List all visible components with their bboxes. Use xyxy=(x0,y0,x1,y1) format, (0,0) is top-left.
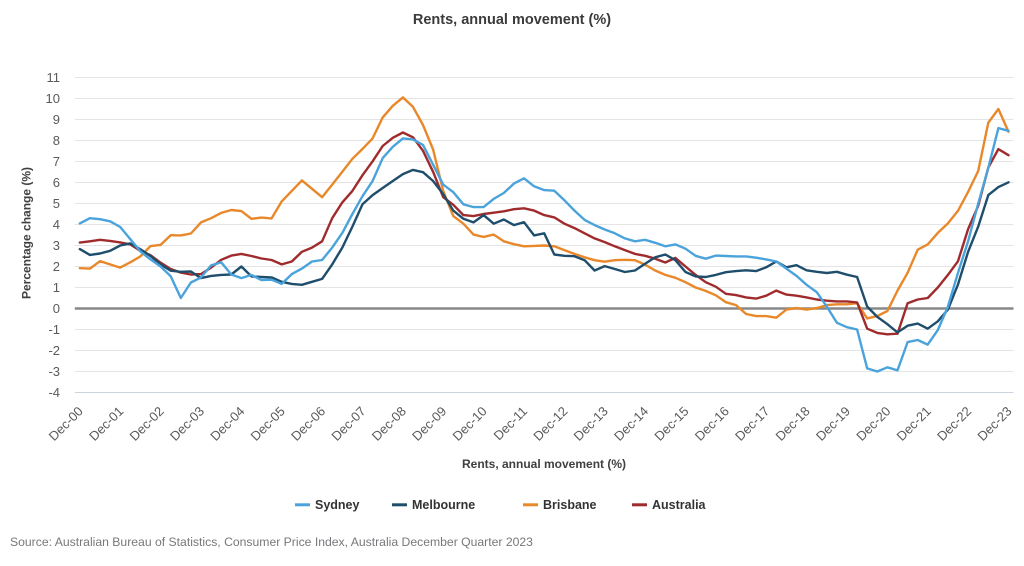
svg-text:-2: -2 xyxy=(48,343,60,358)
svg-text:10: 10 xyxy=(46,91,60,106)
svg-text:Percentage change (%): Percentage change (%) xyxy=(20,167,34,299)
svg-text:9: 9 xyxy=(53,112,60,127)
svg-text:Dec-20: Dec-20 xyxy=(853,404,893,444)
svg-text:2: 2 xyxy=(53,259,60,274)
svg-text:Melbourne: Melbourne xyxy=(412,498,475,512)
svg-text:Dec-18: Dec-18 xyxy=(772,404,812,444)
svg-text:11: 11 xyxy=(47,70,61,85)
svg-text:0: 0 xyxy=(53,301,60,316)
svg-text:-3: -3 xyxy=(48,364,60,379)
svg-text:5: 5 xyxy=(53,196,60,211)
svg-text:Dec-08: Dec-08 xyxy=(369,404,409,444)
svg-text:Rents, annual movement (%): Rents, annual movement (%) xyxy=(462,457,626,471)
svg-text:Dec-06: Dec-06 xyxy=(288,404,328,444)
svg-text:Source: Australian Bureau of S: Source: Australian Bureau of Statistics,… xyxy=(10,535,533,549)
svg-text:Dec-05: Dec-05 xyxy=(248,404,288,444)
svg-text:Dec-19: Dec-19 xyxy=(813,404,853,444)
svg-text:Brisbane: Brisbane xyxy=(543,498,597,512)
svg-text:Dec-12: Dec-12 xyxy=(530,404,570,444)
svg-text:Dec-07: Dec-07 xyxy=(328,404,368,444)
svg-text:Dec-14: Dec-14 xyxy=(611,404,651,444)
svg-text:Rents, annual movement (%): Rents, annual movement (%) xyxy=(413,12,611,28)
svg-text:Dec-17: Dec-17 xyxy=(732,404,772,444)
svg-text:Dec-03: Dec-03 xyxy=(167,404,207,444)
svg-text:Dec-16: Dec-16 xyxy=(692,404,732,444)
svg-text:Dec-04: Dec-04 xyxy=(207,404,247,444)
svg-text:Australia: Australia xyxy=(652,498,707,512)
svg-text:Sydney: Sydney xyxy=(315,498,360,512)
svg-text:Dec-21: Dec-21 xyxy=(894,404,934,444)
svg-text:1: 1 xyxy=(53,280,60,295)
svg-text:Dec-11: Dec-11 xyxy=(491,404,531,444)
svg-text:3: 3 xyxy=(53,238,60,253)
svg-text:7: 7 xyxy=(53,154,60,169)
svg-text:Dec-22: Dec-22 xyxy=(934,404,974,444)
svg-text:Dec-10: Dec-10 xyxy=(449,404,489,444)
svg-text:-4: -4 xyxy=(48,385,60,400)
svg-text:Dec-09: Dec-09 xyxy=(409,404,449,444)
svg-text:6: 6 xyxy=(53,175,60,190)
svg-text:Dec-13: Dec-13 xyxy=(571,404,611,444)
svg-text:-1: -1 xyxy=(48,322,60,337)
svg-text:8: 8 xyxy=(53,133,60,148)
svg-text:Dec-23: Dec-23 xyxy=(974,404,1014,444)
svg-text:Dec-02: Dec-02 xyxy=(126,404,166,444)
svg-text:Dec-01: Dec-01 xyxy=(86,404,126,444)
svg-text:Dec-15: Dec-15 xyxy=(651,404,691,444)
svg-text:Dec-00: Dec-00 xyxy=(46,404,86,444)
svg-text:4: 4 xyxy=(53,217,60,232)
